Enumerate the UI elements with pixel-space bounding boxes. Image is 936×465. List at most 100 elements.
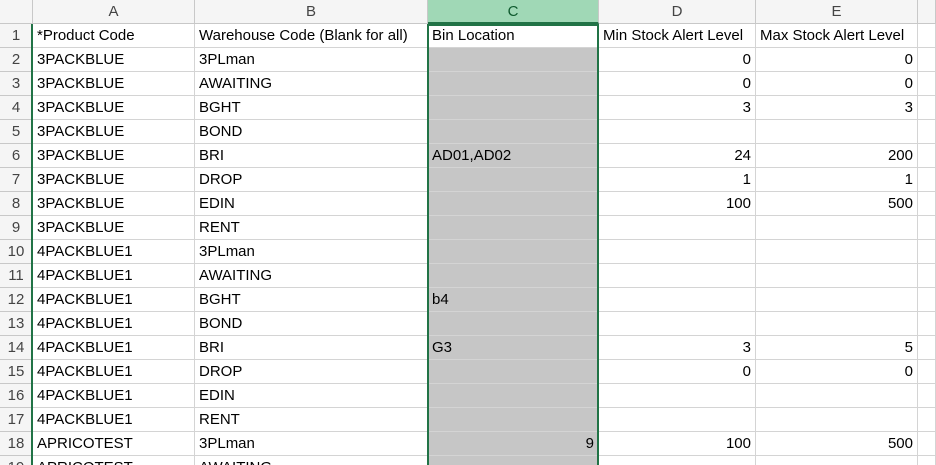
cell[interactable]: EDIN [195, 384, 428, 408]
cell[interactable] [428, 216, 599, 240]
cell[interactable] [599, 288, 756, 312]
cell[interactable]: AD01,AD02 [428, 144, 599, 168]
row-header[interactable]: 16 [0, 384, 33, 408]
cell[interactable]: BOND [195, 120, 428, 144]
cell[interactable] [918, 24, 936, 48]
row-header[interactable]: 15 [0, 360, 33, 384]
cell[interactable]: 100 [599, 432, 756, 456]
cell[interactable]: 3PACKBLUE [33, 144, 195, 168]
cell[interactable] [599, 240, 756, 264]
cell[interactable] [756, 120, 918, 144]
row-header[interactable]: 19 [0, 456, 33, 465]
cell[interactable] [918, 216, 936, 240]
cell[interactable]: 3PACKBLUE [33, 192, 195, 216]
row-header[interactable]: 8 [0, 192, 33, 216]
cell[interactable] [599, 408, 756, 432]
cell[interactable]: Bin Location [428, 24, 599, 48]
cell[interactable] [918, 360, 936, 384]
cell[interactable] [756, 264, 918, 288]
corner[interactable] [0, 0, 33, 24]
cell[interactable] [428, 456, 599, 465]
row-header[interactable]: 18 [0, 432, 33, 456]
cell[interactable]: 4PACKBLUE1 [33, 408, 195, 432]
cell[interactable]: 9 [428, 432, 599, 456]
cell[interactable] [918, 336, 936, 360]
cell[interactable]: 3PLman [195, 432, 428, 456]
row-header[interactable]: 5 [0, 120, 33, 144]
cell[interactable]: 4PACKBLUE1 [33, 312, 195, 336]
cell[interactable]: 0 [599, 72, 756, 96]
cell[interactable]: Max Stock Alert Level [756, 24, 918, 48]
cell[interactable] [918, 144, 936, 168]
cell[interactable] [428, 96, 599, 120]
cell[interactable] [756, 216, 918, 240]
column-header[interactable]: D [599, 0, 756, 24]
cell[interactable]: 3PACKBLUE [33, 168, 195, 192]
cell[interactable]: 5 [756, 336, 918, 360]
cell[interactable] [428, 360, 599, 384]
cell[interactable]: BRI [195, 336, 428, 360]
cell[interactable] [599, 264, 756, 288]
cell[interactable]: 500 [756, 432, 918, 456]
cell[interactable]: EDIN [195, 192, 428, 216]
cell[interactable]: 1 [756, 168, 918, 192]
column-header[interactable]: B [195, 0, 428, 24]
cell[interactable] [428, 384, 599, 408]
cell[interactable]: 3PACKBLUE [33, 216, 195, 240]
cell[interactable] [918, 192, 936, 216]
cell[interactable]: RENT [195, 408, 428, 432]
cell[interactable]: 3PACKBLUE [33, 96, 195, 120]
cell[interactable]: 500 [756, 192, 918, 216]
cell[interactable]: Min Stock Alert Level [599, 24, 756, 48]
cell[interactable] [918, 312, 936, 336]
cell[interactable]: 0 [756, 360, 918, 384]
cell[interactable] [599, 216, 756, 240]
cell[interactable]: 0 [599, 48, 756, 72]
cell[interactable] [599, 384, 756, 408]
cell[interactable] [428, 192, 599, 216]
column-header[interactable]: E [756, 0, 918, 24]
row-header[interactable]: 4 [0, 96, 33, 120]
cell[interactable] [428, 120, 599, 144]
cell[interactable]: 3 [599, 96, 756, 120]
column-header[interactable]: C [428, 0, 599, 24]
cell[interactable]: BGHT [195, 96, 428, 120]
cell[interactable]: Warehouse Code (Blank for all) [195, 24, 428, 48]
cell[interactable] [599, 120, 756, 144]
row-header[interactable]: 10 [0, 240, 33, 264]
cell[interactable] [918, 120, 936, 144]
cell[interactable]: 4PACKBLUE1 [33, 384, 195, 408]
row-header[interactable]: 14 [0, 336, 33, 360]
cell[interactable]: 3PACKBLUE [33, 72, 195, 96]
cell[interactable] [756, 384, 918, 408]
cell[interactable]: 200 [756, 144, 918, 168]
cell[interactable] [428, 168, 599, 192]
cell[interactable]: AWAITING [195, 456, 428, 465]
cell[interactable] [428, 408, 599, 432]
cell[interactable] [918, 456, 936, 465]
cell[interactable]: 4PACKBLUE1 [33, 288, 195, 312]
cell[interactable]: 3PLman [195, 240, 428, 264]
cell[interactable]: 0 [599, 360, 756, 384]
row-header[interactable]: 9 [0, 216, 33, 240]
cell[interactable] [756, 288, 918, 312]
cell[interactable]: 4PACKBLUE1 [33, 240, 195, 264]
cell[interactable]: DROP [195, 168, 428, 192]
row-header[interactable]: 7 [0, 168, 33, 192]
cell[interactable] [918, 72, 936, 96]
cell[interactable]: BGHT [195, 288, 428, 312]
cell[interactable]: 1 [599, 168, 756, 192]
cell[interactable] [428, 240, 599, 264]
row-header[interactable]: 12 [0, 288, 33, 312]
cell[interactable]: 4PACKBLUE1 [33, 360, 195, 384]
row-header[interactable]: 1 [0, 24, 33, 48]
cell[interactable]: APRICOTEST [33, 456, 195, 465]
row-header[interactable]: 2 [0, 48, 33, 72]
cell[interactable]: 3 [756, 96, 918, 120]
cell[interactable] [428, 48, 599, 72]
cell[interactable] [756, 456, 918, 465]
cell[interactable]: RENT [195, 216, 428, 240]
cell[interactable] [918, 48, 936, 72]
cell[interactable] [918, 288, 936, 312]
cell[interactable]: AWAITING [195, 72, 428, 96]
